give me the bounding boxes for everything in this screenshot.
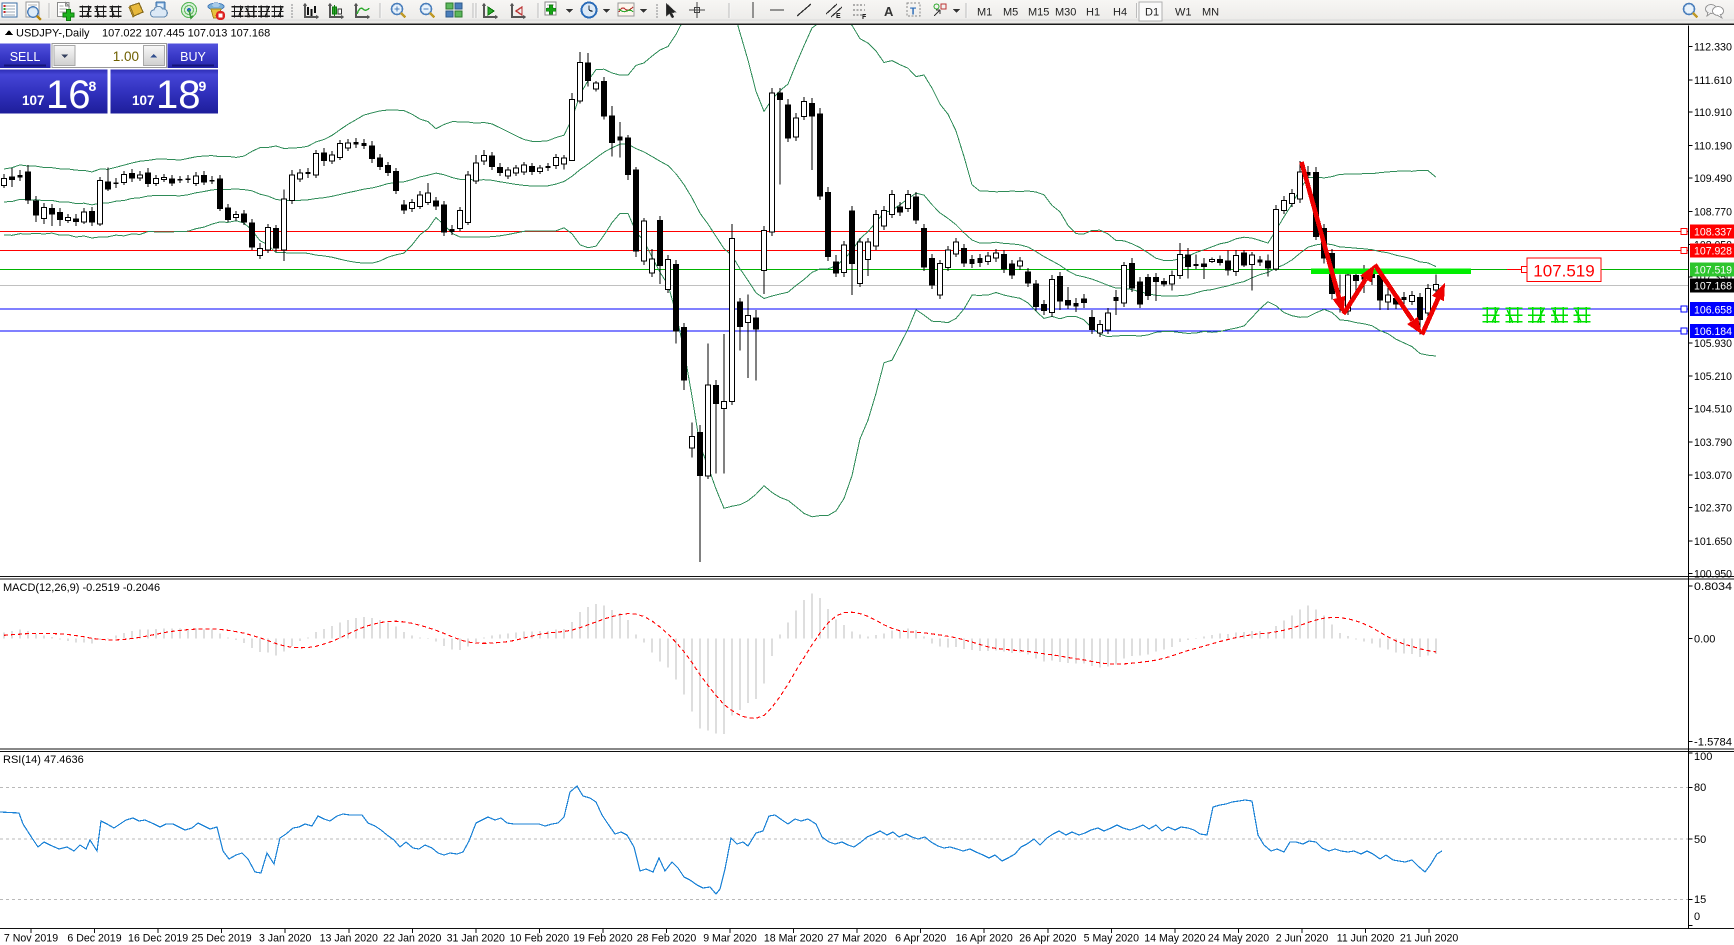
svg-text:0.00: 0.00	[1694, 633, 1715, 645]
svg-text:M5: M5	[1003, 7, 1018, 19]
svg-text:5 May 2020: 5 May 2020	[1084, 933, 1139, 945]
svg-text:108.770: 108.770	[1694, 206, 1732, 218]
svg-text:W1: W1	[1175, 7, 1192, 19]
svg-text:T: T	[910, 7, 916, 18]
svg-text:18 Mar 2020: 18 Mar 2020	[764, 933, 824, 945]
svg-text:104.510: 104.510	[1694, 404, 1732, 416]
svg-text:102.370: 102.370	[1694, 503, 1732, 515]
svg-text:M15: M15	[1028, 7, 1049, 19]
svg-text:110.910: 110.910	[1694, 107, 1732, 119]
svg-text:7 Nov 2019: 7 Nov 2019	[4, 933, 58, 945]
svg-text:110.190: 110.190	[1694, 141, 1732, 153]
svg-text:109.490: 109.490	[1694, 173, 1732, 185]
svg-text:111.610: 111.610	[1694, 75, 1732, 87]
svg-text:107.022 107.445 107.013 107.16: 107.022 107.445 107.013 107.168	[102, 28, 270, 40]
svg-text:107: 107	[22, 93, 45, 108]
svg-text:H4: H4	[1113, 7, 1127, 19]
svg-text:103.070: 103.070	[1694, 470, 1732, 482]
svg-text:107.519: 107.519	[1694, 265, 1732, 277]
svg-text:6 Dec 2019: 6 Dec 2019	[67, 933, 121, 945]
svg-text:31 Jan 2020: 31 Jan 2020	[447, 933, 505, 945]
svg-text:-1.5784: -1.5784	[1694, 736, 1732, 748]
svg-text:10 Feb 2020: 10 Feb 2020	[510, 933, 570, 945]
svg-text:H1: H1	[1086, 7, 1100, 19]
svg-text:0.8034: 0.8034	[1694, 581, 1732, 593]
svg-text:14 May 2020: 14 May 2020	[1144, 933, 1205, 945]
svg-text:112.330: 112.330	[1694, 42, 1732, 54]
svg-text:1.00: 1.00	[113, 49, 139, 64]
svg-text:27 Mar 2020: 27 Mar 2020	[827, 933, 887, 945]
svg-text:A: A	[884, 4, 894, 19]
svg-text:101.650: 101.650	[1694, 536, 1732, 548]
svg-text:21 Jun 2020: 21 Jun 2020	[1400, 933, 1458, 945]
svg-text:0: 0	[1694, 911, 1700, 923]
svg-text:19 Feb 2020: 19 Feb 2020	[573, 933, 633, 945]
svg-text:RSI(14) 47.4636: RSI(14) 47.4636	[3, 754, 84, 766]
svg-text:103.790: 103.790	[1694, 437, 1732, 449]
svg-text:50: 50	[1694, 834, 1706, 846]
svg-text:F: F	[862, 14, 867, 21]
svg-text:107.928: 107.928	[1694, 246, 1732, 258]
svg-text:6 Apr 2020: 6 Apr 2020	[895, 933, 946, 945]
svg-text:BUY: BUY	[180, 50, 206, 64]
svg-text:3 Jan 2020: 3 Jan 2020	[259, 933, 312, 945]
svg-text:SELL: SELL	[10, 50, 41, 64]
svg-text:2 Jun 2020: 2 Jun 2020	[1276, 933, 1329, 945]
svg-text:9 Mar 2020: 9 Mar 2020	[703, 933, 757, 945]
svg-text:24 May 2020: 24 May 2020	[1208, 933, 1269, 945]
svg-text:18: 18	[156, 73, 201, 117]
svg-text:D1: D1	[1145, 7, 1159, 19]
svg-text:108.337: 108.337	[1694, 227, 1732, 239]
svg-text:107: 107	[132, 93, 155, 108]
svg-text:105.210: 105.210	[1694, 371, 1732, 383]
svg-text:28 Feb 2020: 28 Feb 2020	[637, 933, 697, 945]
svg-text:USDJPY-,Daily: USDJPY-,Daily	[16, 28, 90, 40]
svg-text:106.184: 106.184	[1694, 326, 1732, 338]
svg-text:26 Apr 2020: 26 Apr 2020	[1019, 933, 1076, 945]
svg-text:16: 16	[46, 73, 91, 117]
svg-text:25 Dec 2019: 25 Dec 2019	[192, 933, 252, 945]
svg-text:15: 15	[1694, 894, 1706, 906]
svg-text:105.930: 105.930	[1694, 338, 1732, 350]
svg-text:M1: M1	[977, 7, 992, 19]
svg-text:11 Jun 2020: 11 Jun 2020	[1337, 933, 1395, 945]
svg-text:100.950: 100.950	[1694, 568, 1732, 580]
svg-text:MN: MN	[1202, 7, 1219, 19]
svg-text:9: 9	[199, 78, 207, 94]
svg-text:100: 100	[1694, 751, 1712, 763]
svg-text:E: E	[836, 13, 841, 20]
svg-text:80: 80	[1694, 782, 1706, 794]
svg-text:106.658: 106.658	[1694, 304, 1732, 316]
svg-text:MACD(12,26,9) -0.2519 -0.2046: MACD(12,26,9) -0.2519 -0.2046	[3, 582, 160, 594]
svg-text:16 Apr 2020: 16 Apr 2020	[956, 933, 1013, 945]
svg-text:16 Dec 2019: 16 Dec 2019	[128, 933, 188, 945]
svg-text:13 Jan 2020: 13 Jan 2020	[320, 933, 378, 945]
svg-text:M30: M30	[1055, 7, 1076, 19]
svg-text:8: 8	[89, 78, 97, 94]
svg-text:107.519: 107.519	[1533, 262, 1594, 281]
svg-text:107.168: 107.168	[1694, 281, 1732, 293]
svg-text:22 Jan 2020: 22 Jan 2020	[383, 933, 441, 945]
